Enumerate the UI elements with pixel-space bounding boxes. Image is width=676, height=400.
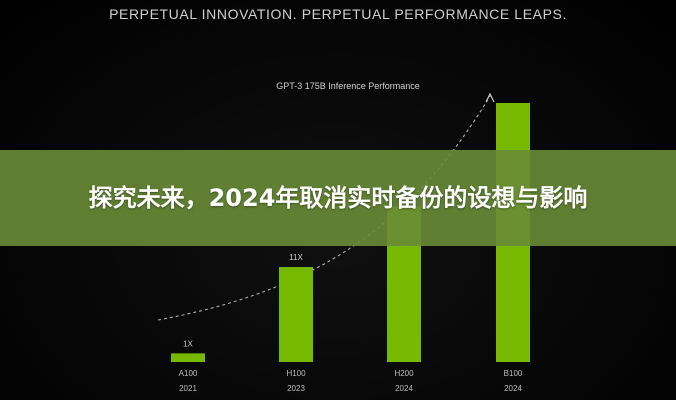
value-label-a100: 1X	[183, 339, 193, 348]
category-label-b100: B100	[504, 369, 523, 378]
value-label-h100: 11X	[289, 253, 303, 262]
bar-h100	[279, 267, 313, 362]
bar-a100	[171, 353, 205, 362]
headline-banner: 探究未来，2024年取消实时备份的设想与影响	[0, 150, 676, 246]
year-label-a100: 2021	[179, 384, 197, 393]
year-label-h100: 2023	[287, 384, 305, 393]
trend-arrow-icon	[485, 92, 495, 103]
slide-headline: PERPETUAL INNOVATION. PERPETUAL PERFORMA…	[109, 6, 567, 22]
year-label-h200: 2024	[395, 384, 413, 393]
chart-title: GPT-3 175B Inference Performance	[276, 81, 420, 91]
category-label-a100: A100	[179, 369, 198, 378]
category-label-h200: H200	[394, 369, 414, 378]
year-label-b100: 2024	[504, 384, 522, 393]
banner-title: 探究未来，2024年取消实时备份的设想与影响	[88, 184, 588, 212]
category-label-h100: H100	[286, 369, 306, 378]
